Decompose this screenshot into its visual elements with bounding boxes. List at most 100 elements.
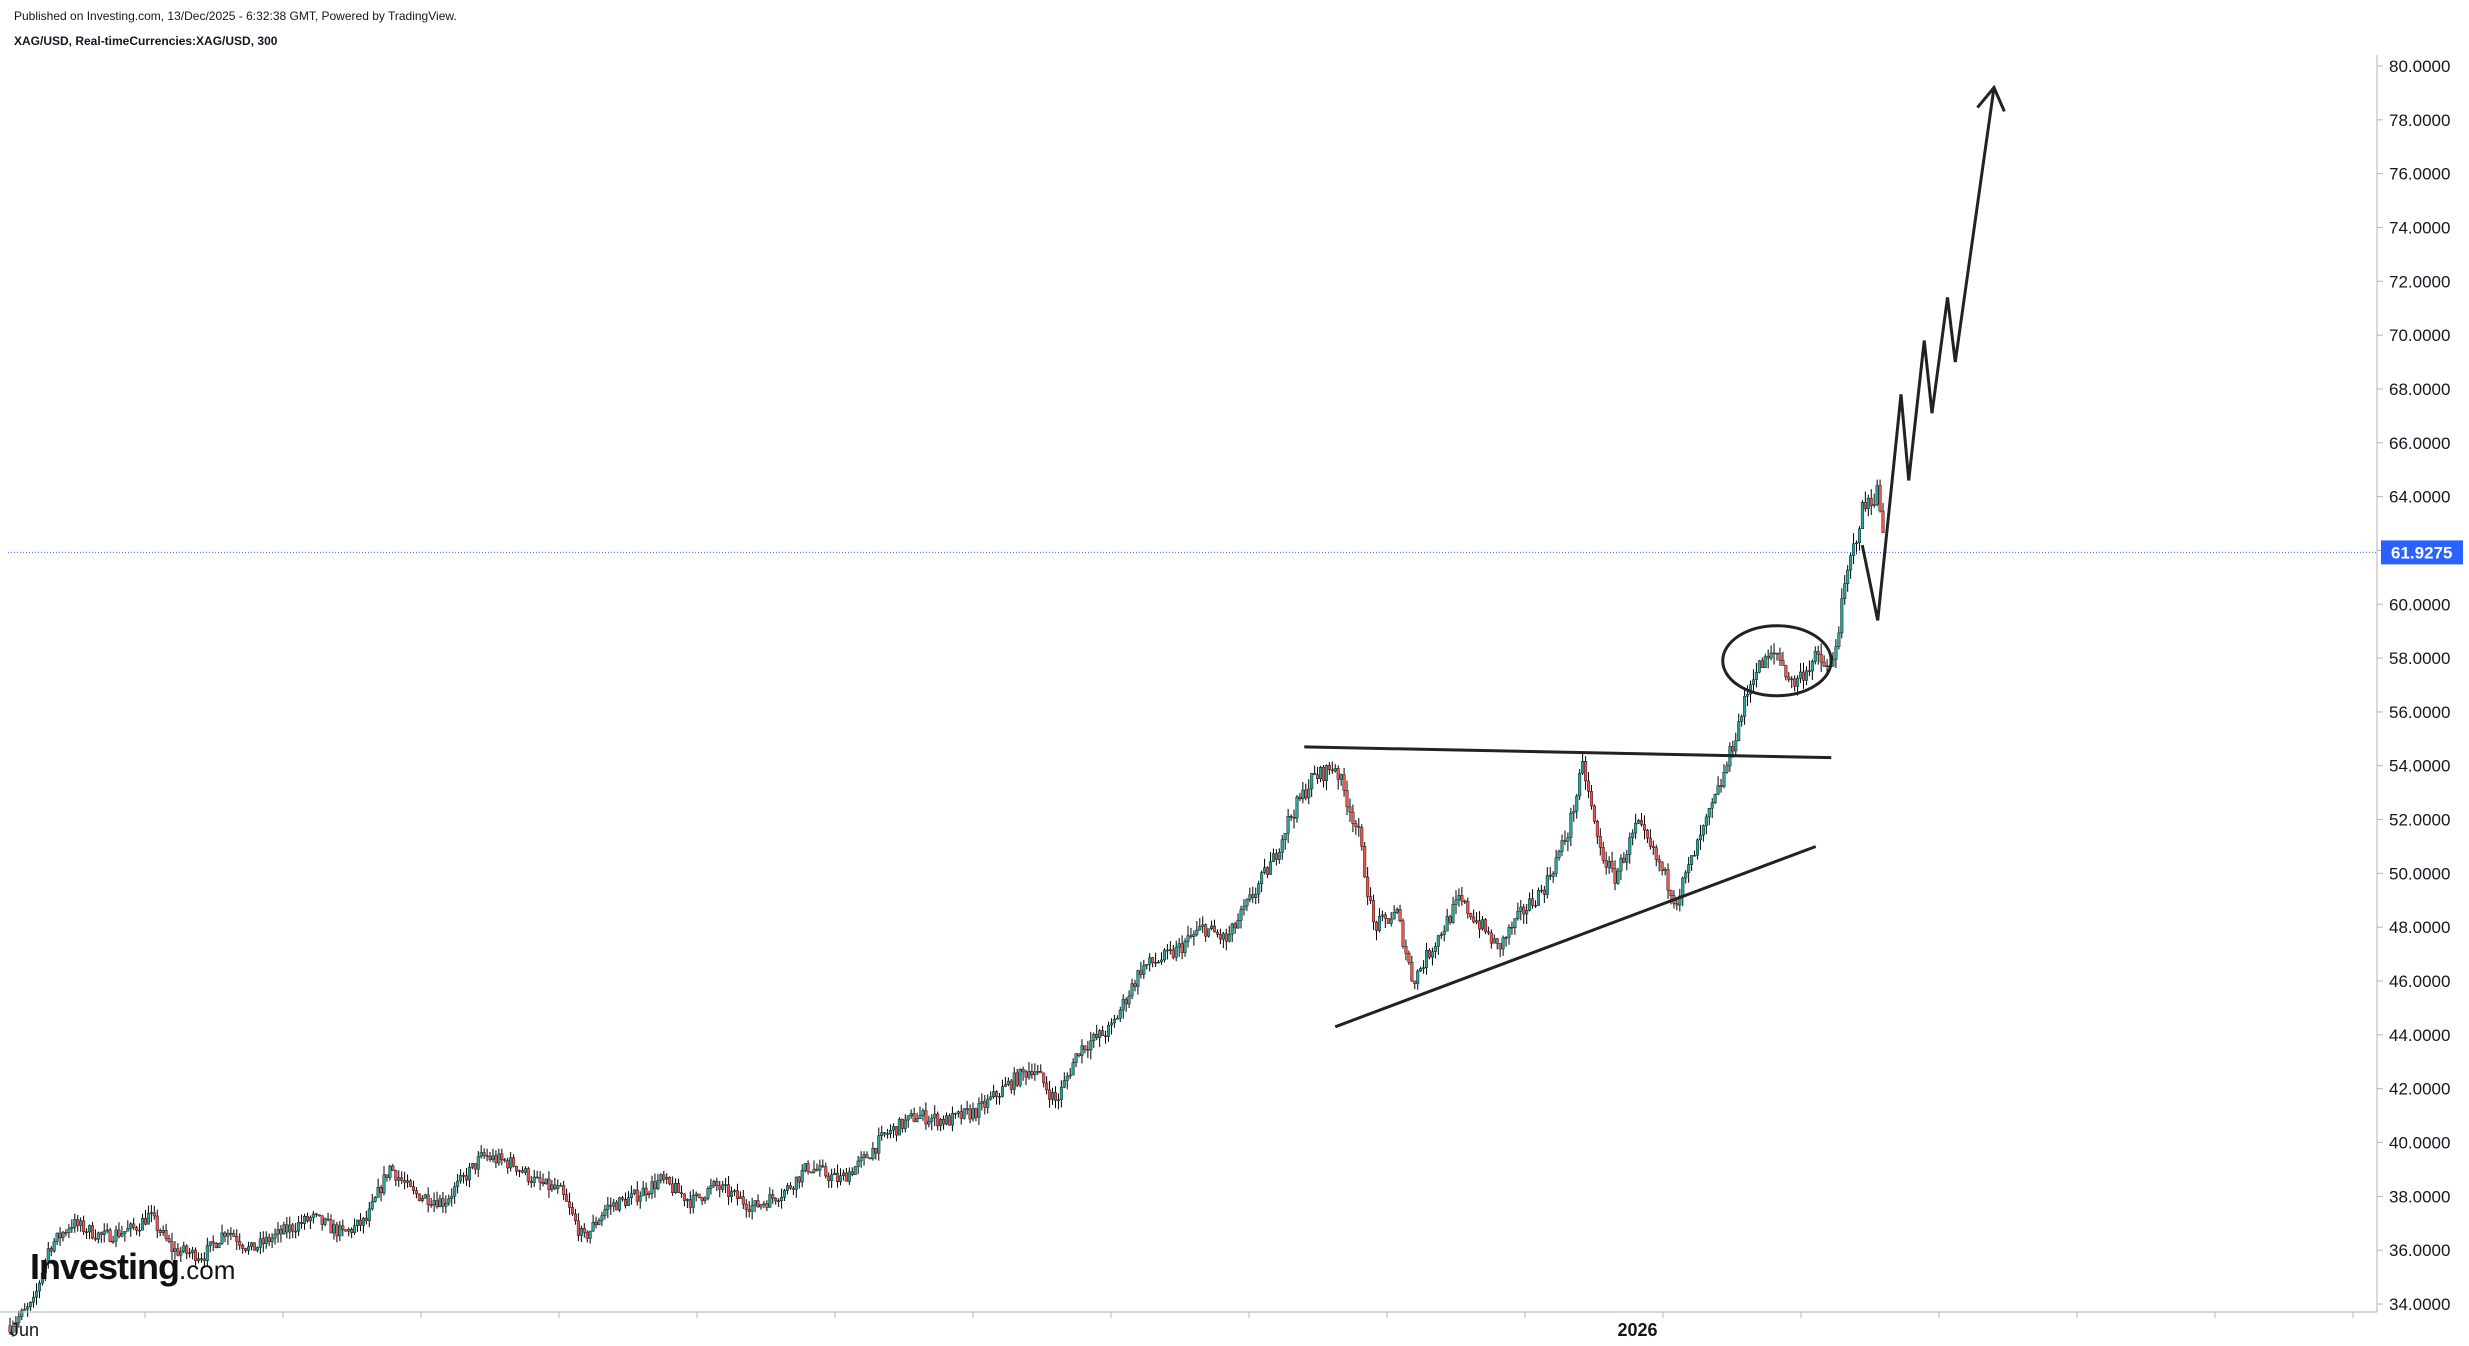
candle: [844, 1167, 848, 1182]
candle: [529, 1175, 533, 1188]
candle-body: [871, 1148, 875, 1160]
candle: [856, 1155, 860, 1175]
candle-body: [247, 1246, 251, 1251]
candle: [682, 1193, 686, 1207]
candle: [1534, 900, 1538, 908]
candle-body: [1548, 875, 1552, 877]
candle-body: [1648, 837, 1652, 847]
candle-body: [738, 1196, 742, 1199]
candle: [576, 1213, 580, 1242]
candle: [417, 1193, 421, 1202]
candle: [1793, 675, 1797, 692]
candle-body: [1198, 926, 1202, 931]
candle-body: [753, 1200, 757, 1206]
candle-body: [700, 1197, 704, 1201]
candle-body: [1327, 765, 1331, 771]
candle-body: [326, 1218, 330, 1221]
candle-body: [685, 1199, 689, 1201]
y-tick-label: 68.0000: [2389, 380, 2450, 399]
candle: [264, 1231, 268, 1249]
candle: [108, 1227, 112, 1243]
candle-body: [450, 1195, 454, 1199]
candle-body: [1268, 861, 1272, 875]
y-tick-label: 66.0000: [2389, 434, 2450, 453]
candle-body: [1080, 1045, 1084, 1056]
candle-body: [659, 1174, 663, 1181]
candle-body: [61, 1232, 65, 1239]
candle: [394, 1169, 398, 1187]
candle: [1716, 776, 1720, 796]
candle: [506, 1157, 510, 1174]
candle: [762, 1200, 766, 1209]
candle: [303, 1213, 307, 1230]
candle-body: [1687, 864, 1691, 873]
candle-body: [909, 1113, 913, 1116]
candle: [965, 1100, 969, 1115]
candle-body: [211, 1241, 215, 1244]
candle-body: [965, 1108, 969, 1110]
candle: [1321, 765, 1325, 788]
candle-body: [1386, 918, 1390, 924]
y-tick-label: 38.0000: [2389, 1187, 2450, 1206]
candle: [1607, 856, 1611, 874]
candle-body: [1863, 501, 1867, 509]
candle-body: [1012, 1072, 1016, 1090]
candle-body: [1810, 661, 1814, 672]
candle: [223, 1231, 227, 1243]
candle-body: [208, 1241, 212, 1246]
candle-body: [464, 1175, 468, 1181]
candle: [1684, 870, 1688, 884]
candle-body: [223, 1232, 227, 1237]
candle: [1804, 666, 1808, 686]
candle: [238, 1233, 242, 1250]
candle: [1301, 781, 1305, 804]
candle: [276, 1221, 280, 1243]
candle-body: [1542, 889, 1546, 895]
candle: [1254, 887, 1258, 905]
candle-body: [850, 1171, 854, 1175]
candle: [1513, 918, 1517, 935]
candle-body: [1451, 904, 1455, 923]
candle: [1407, 950, 1411, 965]
candle: [497, 1148, 501, 1166]
candle-body: [1787, 676, 1791, 680]
candle: [903, 1114, 907, 1133]
candle: [1274, 849, 1278, 866]
candle: [553, 1177, 557, 1191]
candle: [803, 1163, 807, 1173]
candle-body: [653, 1181, 657, 1190]
candle: [1162, 947, 1166, 963]
candle-body: [635, 1189, 639, 1202]
candle-body: [1056, 1099, 1060, 1101]
candle: [1021, 1066, 1025, 1081]
candle: [1012, 1067, 1016, 1096]
candle-body: [1872, 504, 1876, 506]
candle: [1039, 1064, 1043, 1074]
candle-body: [317, 1214, 321, 1216]
candle: [473, 1163, 477, 1175]
candle: [1248, 887, 1252, 903]
candle-body: [185, 1245, 189, 1254]
candle-body: [252, 1242, 256, 1251]
candle: [1230, 922, 1234, 943]
candle-body: [394, 1170, 398, 1181]
candle: [1581, 752, 1585, 775]
candle-body: [149, 1212, 153, 1214]
candle-body: [441, 1198, 445, 1207]
candle: [565, 1188, 569, 1202]
candle: [1693, 850, 1697, 857]
candle: [1245, 898, 1249, 912]
candle: [300, 1214, 304, 1229]
candle-body: [1640, 820, 1644, 825]
candle: [1707, 807, 1711, 826]
candle: [335, 1221, 339, 1243]
candle-body: [370, 1201, 374, 1210]
candle: [777, 1198, 781, 1207]
candle-body: [37, 1282, 41, 1292]
candle-body: [102, 1230, 106, 1235]
candle-body: [688, 1199, 692, 1208]
candle: [503, 1158, 507, 1163]
candle: [1239, 905, 1243, 929]
candle-body: [1589, 791, 1593, 807]
candle: [1168, 941, 1172, 955]
